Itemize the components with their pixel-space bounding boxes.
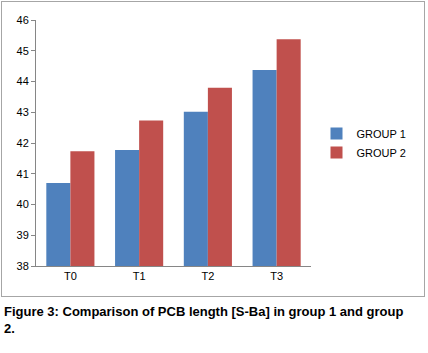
svg-text:38: 38 — [17, 260, 29, 272]
svg-text:39: 39 — [17, 229, 29, 241]
svg-text:T0: T0 — [64, 270, 77, 282]
svg-text:43: 43 — [17, 106, 29, 118]
svg-text:42: 42 — [17, 137, 29, 149]
html-text:Figure 3: Comparison of PCB le: Figure 3: Comparison of PCB length [S-Ba… — [4, 304, 404, 336]
svg-text:44: 44 — [17, 75, 29, 87]
svg-text:40: 40 — [17, 198, 29, 210]
svg-text:GROUP 1: GROUP 1 — [357, 128, 406, 140]
svg-text:GROUP 2: GROUP 2 — [357, 147, 406, 159]
svg-text:T3: T3 — [270, 270, 283, 282]
svg-text:T2: T2 — [201, 270, 214, 282]
svg-text:T1: T1 — [133, 270, 146, 282]
svg-text:45: 45 — [17, 45, 29, 57]
svg-text:41: 41 — [17, 168, 29, 180]
svg-text:46: 46 — [17, 14, 29, 26]
